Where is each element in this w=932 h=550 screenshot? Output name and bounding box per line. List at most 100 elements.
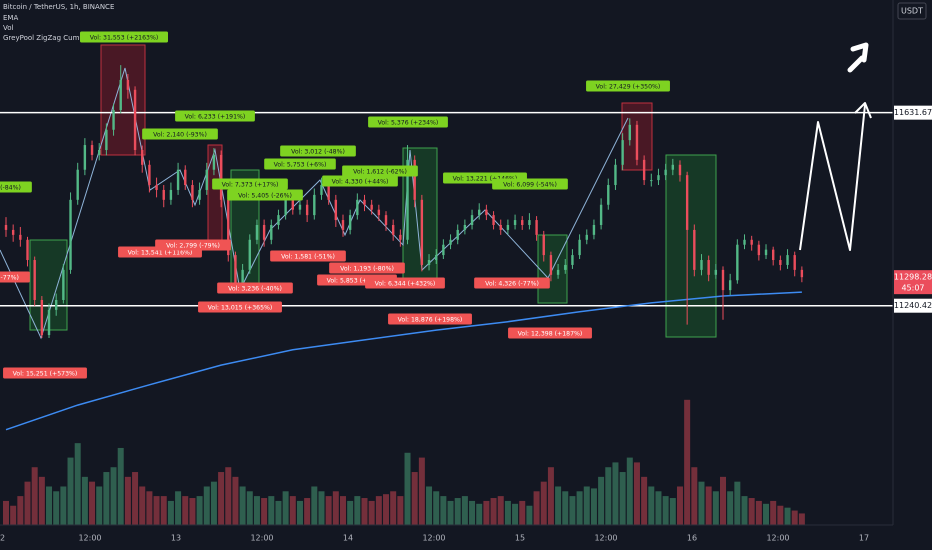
annotation: Vol: 3,236 (-40%): [217, 282, 293, 294]
volume-bar: [576, 491, 583, 525]
candle-body: [650, 180, 653, 182]
candle-body: [176, 169, 180, 190]
candle-body: [585, 234, 588, 240]
candle-body: [513, 220, 517, 225]
annotation-box: [586, 80, 670, 92]
candle-body: [442, 244, 445, 256]
annotation-box: [508, 327, 592, 339]
volume-bar: [160, 496, 167, 525]
volume-bar: [246, 491, 253, 525]
volume-bar: [734, 481, 741, 525]
candle-body: [391, 224, 395, 235]
volume-bar: [490, 498, 497, 525]
annotation: Vol: 4,326 (-77%): [474, 277, 550, 289]
annotation-text: Vol: 5,753 (+6%): [274, 162, 327, 169]
volume-bar: [17, 496, 24, 525]
annotation-text: Vol: 27,429 (+350%): [596, 84, 661, 91]
volume-bar: [332, 491, 339, 525]
volume-bar: [497, 496, 504, 525]
volume-bar: [526, 505, 533, 525]
candle-body: [327, 185, 330, 200]
candle-body: [578, 239, 581, 256]
annotation: Vol: 1,612 (-62%): [342, 165, 418, 177]
volume-bar: [103, 472, 110, 525]
candle-body: [793, 255, 796, 270]
annotation-box: [365, 277, 445, 289]
annotation: Vol: 27,429 (+350%): [586, 80, 670, 92]
candle-body: [427, 260, 431, 265]
candle-body: [571, 255, 574, 265]
annotation-box: [368, 116, 448, 128]
volume-bar: [375, 496, 382, 525]
candle-body: [141, 149, 144, 165]
volume-bar: [476, 503, 483, 525]
volume-bar: [304, 498, 311, 525]
annotation: Vol: 5,753 (+6%): [264, 158, 336, 170]
candle-body: [348, 215, 352, 230]
volume-bar: [426, 486, 433, 525]
annotation-text: Vol: 13,221 (+146%): [453, 176, 518, 183]
candle-body: [657, 175, 660, 181]
volume-bar: [196, 496, 203, 525]
candle-body: [356, 199, 359, 216]
annotation-text: Vol: 4,326 (-77%): [485, 281, 539, 288]
volume-bar: [784, 507, 791, 525]
volume-bar: [203, 486, 210, 525]
annotation-box: [3, 367, 87, 379]
candle-body: [69, 199, 72, 270]
candle-body: [33, 260, 36, 300]
volume-bar: [383, 494, 390, 525]
annotation-box: [264, 158, 336, 170]
candle-body: [685, 175, 689, 230]
annotation-box: [329, 262, 405, 274]
candle-body: [800, 269, 804, 278]
volume-bar: [67, 457, 74, 525]
candle-body: [162, 189, 165, 200]
volume-bar: [519, 500, 526, 525]
annotation: Vol: 6,099 (-54%): [492, 178, 568, 190]
candle-body: [456, 229, 459, 240]
volume-bar: [418, 457, 425, 525]
volume-bar: [132, 472, 139, 525]
volume-bar: [533, 491, 540, 525]
candle-body: [628, 124, 631, 141]
annotation: Vol: 13,015 (+365%): [198, 301, 282, 313]
x-tick-label: 16: [687, 534, 697, 543]
candle-body: [621, 140, 624, 165]
volume-bar: [253, 496, 260, 525]
annotation: Vol: 6,233 (+191%): [175, 110, 255, 122]
annotation-box: [80, 31, 168, 43]
volume-bar: [676, 486, 683, 525]
arrow-icon: [847, 42, 869, 73]
volume-bar: [698, 481, 705, 525]
last-price-tag: [894, 270, 932, 295]
candle-body: [227, 199, 230, 256]
candle-body: [90, 145, 94, 155]
annotation-box: [0, 181, 32, 193]
annotation-text: Vol: 2,140 (-93%): [153, 132, 207, 139]
volume-bar: [411, 472, 418, 525]
candle-body: [191, 185, 194, 200]
volume-bar: [225, 467, 232, 525]
volume-bar: [569, 496, 576, 525]
volume-bar: [770, 500, 777, 525]
x-tick-label: 12:00: [78, 534, 101, 543]
x-tick-label: 15: [515, 534, 525, 543]
candle-body: [721, 269, 725, 291]
last-price-label: 11298.28: [894, 273, 932, 282]
volume-bar: [562, 491, 569, 525]
candle-body: [384, 215, 388, 225]
volume-bar: [218, 472, 225, 525]
volume-bar: [598, 476, 605, 525]
currency-box[interactable]: [897, 2, 927, 20]
candle-body: [377, 209, 381, 216]
annotation-text: Vol: 3,346 (-77%): [0, 275, 19, 282]
volume-bar: [81, 476, 88, 525]
annotation-box: [388, 313, 472, 325]
annotation: Vol: 12,398 (+187%): [508, 327, 592, 339]
annotation-text: Vol: 3,236 (-40%): [228, 286, 282, 293]
annotation: Vol: 18,876 (+198%): [388, 313, 472, 325]
annotation-text: Vol: 4,394 (-84%): [0, 185, 21, 192]
candle-body: [607, 185, 610, 205]
annotation-text: Vol: 1,581 (-51%): [281, 254, 335, 261]
